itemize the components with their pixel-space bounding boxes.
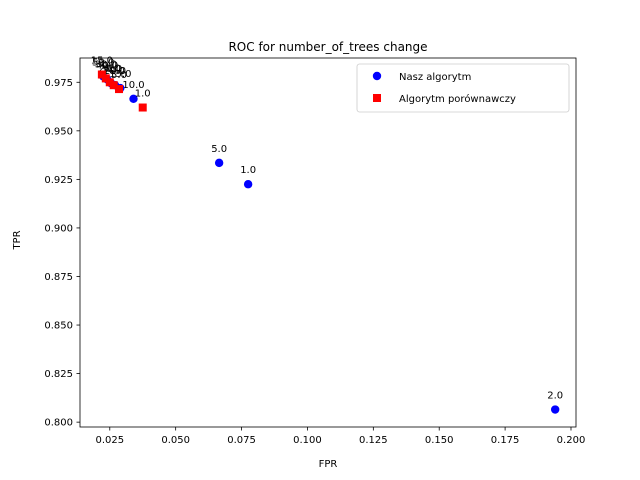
- data-point-square: [115, 85, 124, 94]
- point-annotation: 2.0: [547, 391, 563, 402]
- x-tick-label: 0.075: [227, 435, 256, 446]
- legend-label: Algorytm porównawczy: [399, 93, 516, 105]
- y-tick-label: 0.850: [44, 321, 73, 332]
- y-tick-label: 0.950: [44, 126, 73, 137]
- y-tick-label: 0.875: [44, 272, 73, 283]
- x-tick-label: 0.150: [425, 435, 454, 446]
- data-point-square: [138, 103, 147, 112]
- x-tick-label: 0.125: [359, 435, 388, 446]
- legend-label: Nasz algorytm: [399, 72, 471, 83]
- point-annotation: 5.0: [111, 70, 127, 81]
- point-annotation: 15.0: [109, 69, 131, 80]
- chart-title: ROC for number_of_trees change: [228, 40, 427, 54]
- point-annotation: 5.0: [211, 144, 227, 155]
- x-tick-label: 0.200: [557, 435, 586, 446]
- legend-marker-square: [373, 94, 381, 102]
- x-axis-label: FPR: [319, 459, 338, 470]
- point-annotation: 40.0: [96, 60, 118, 71]
- point-annotation: 30.0: [95, 59, 117, 70]
- point-annotation: 20.0: [104, 66, 126, 77]
- legend-box: [356, 63, 570, 113]
- x-tick-label: 0.050: [161, 435, 190, 446]
- point-annotation: 15.0: [91, 56, 113, 67]
- plot-area: 0.025 0.050 0.075 0.100 0.125 0.150 0.175 0.200…: [44, 56, 585, 446]
- x-tick-label: 0.025: [95, 435, 124, 446]
- point-annotation: 20.0: [99, 63, 121, 74]
- legend-marker-circle: [372, 71, 382, 81]
- y-tick-label: 0.900: [44, 223, 73, 234]
- point-annotation: 30.0: [100, 64, 122, 75]
- data-point-circle: [243, 180, 253, 189]
- y-tick-label: 0.975: [44, 78, 73, 89]
- y-axis-label: TPR: [12, 230, 23, 250]
- point-annotation: 10.0: [122, 80, 144, 91]
- data-point-circle: [129, 94, 138, 103]
- data-point-circle: [550, 405, 560, 414]
- y-tick-label: 0.800: [44, 418, 73, 429]
- point-annotation: 1.0: [135, 89, 151, 100]
- data-point-square: [97, 70, 106, 79]
- x-tick-label: 0.100: [293, 435, 322, 446]
- point-annotation: 10.0: [103, 66, 125, 77]
- y-tick-label: 0.825: [44, 369, 73, 380]
- legend: Nasz algorytm Algorytm porównawczy: [356, 63, 570, 113]
- x-tick-label: 0.175: [491, 435, 520, 446]
- axes-frame: [79, 57, 577, 428]
- y-tick-label: 0.925: [44, 175, 73, 186]
- data-point-circle: [214, 158, 224, 168]
- point-annotation: 50.0: [92, 57, 114, 68]
- point-annotation: 1.0: [240, 165, 256, 176]
